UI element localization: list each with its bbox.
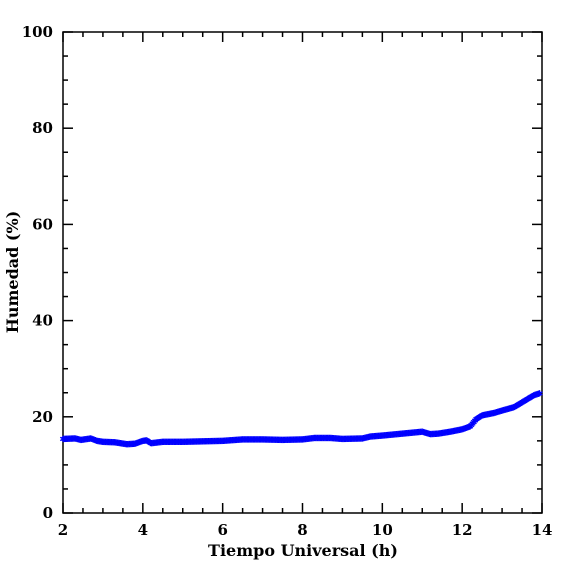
x-tick-label: 8 bbox=[297, 521, 307, 539]
x-tick-label: 12 bbox=[452, 521, 473, 539]
x-tick-label: 14 bbox=[532, 521, 553, 539]
y-tick-label: 60 bbox=[32, 215, 53, 233]
y-tick-label: 0 bbox=[43, 504, 53, 522]
x-tick-label: 4 bbox=[138, 521, 148, 539]
data-point bbox=[536, 390, 543, 397]
axis-ticks bbox=[62, 31, 543, 514]
y-tick-label: 20 bbox=[32, 408, 53, 426]
y-axis-label: Humedad (%) bbox=[3, 211, 22, 334]
tick-labels: 2 4 6 8 10 12 14 0 20 40 60 80 100 bbox=[22, 23, 553, 539]
x-axis-label: Tiempo Universal (h) bbox=[208, 541, 398, 560]
x-tick-label: 2 bbox=[58, 521, 68, 539]
y-tick-label: 80 bbox=[32, 119, 53, 137]
x-tick-label: 6 bbox=[217, 521, 227, 539]
data-series bbox=[59, 390, 543, 448]
y-tick-label: 40 bbox=[32, 312, 53, 330]
x-tick-label: 10 bbox=[372, 521, 393, 539]
y-tick-label: 100 bbox=[22, 23, 53, 41]
